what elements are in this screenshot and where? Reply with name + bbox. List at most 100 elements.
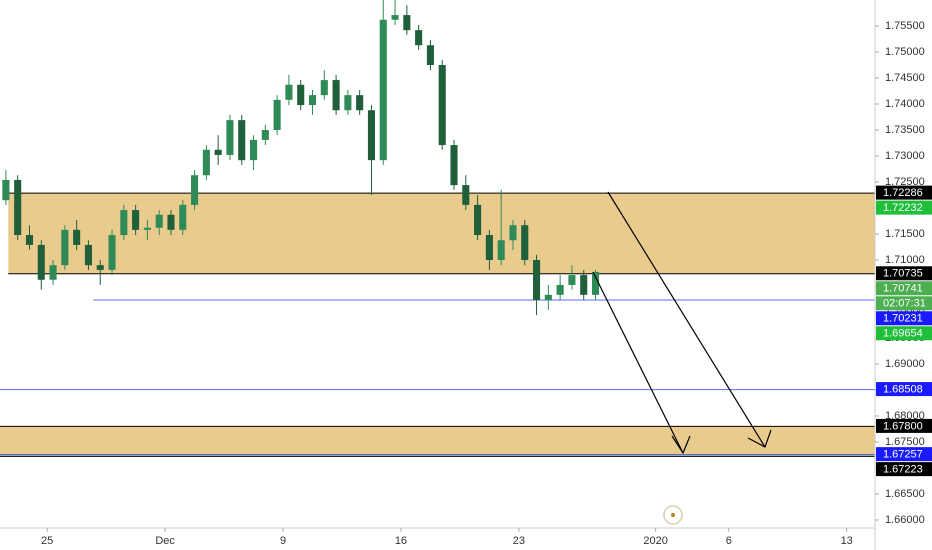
candle-body <box>391 15 399 20</box>
candle-body <box>509 225 517 241</box>
x-tick-label: 13 <box>841 535 853 547</box>
price-label-box <box>876 281 932 296</box>
x-tick-label: 16 <box>395 535 407 547</box>
y-tick-label: 1.75500 <box>885 20 925 32</box>
y-tick-label: 1.67500 <box>885 436 925 448</box>
zone <box>8 193 876 274</box>
y-tick-label: 1.69000 <box>885 358 925 370</box>
price-label-box <box>876 382 932 397</box>
x-tick-label: 25 <box>41 535 53 547</box>
zone <box>0 426 875 457</box>
y-tick-label: 1.72500 <box>885 176 925 188</box>
candle-body <box>167 214 175 230</box>
candle-body <box>356 95 364 111</box>
price-label-box <box>876 447 932 462</box>
candle-body <box>132 210 140 230</box>
price-label: 1.70231 <box>883 313 923 325</box>
candle-body <box>261 129 269 140</box>
candle-body <box>238 120 246 161</box>
y-tick-label: 1.71500 <box>885 228 925 240</box>
candle-body <box>250 139 258 161</box>
candle-body <box>320 80 328 96</box>
arrow-head <box>671 435 691 455</box>
x-tick-label: 23 <box>513 535 525 547</box>
candle-body <box>108 235 116 270</box>
candle-body <box>120 210 128 236</box>
candle-body <box>403 15 411 31</box>
candle-body <box>344 95 352 111</box>
price-label: 1.72232 <box>883 202 923 214</box>
candle-body <box>273 99 281 130</box>
candle-body <box>285 84 293 100</box>
y-tick-label: 1.73500 <box>885 124 925 136</box>
price-label: 1.70735 <box>883 268 923 280</box>
candle-body <box>438 64 446 146</box>
arrow-line <box>592 271 684 454</box>
candle-body <box>2 179 10 201</box>
price-label-box <box>876 185 932 200</box>
candle-body <box>497 240 505 260</box>
arrow-line <box>607 191 766 448</box>
candle-body <box>308 95 317 106</box>
candle-body <box>580 275 588 295</box>
price-label: 1.72286 <box>883 187 923 199</box>
price-label: 1.67257 <box>883 449 923 461</box>
candle-body <box>202 149 210 176</box>
candle-body <box>544 294 552 301</box>
y-tick-label: 1.73000 <box>885 150 925 162</box>
price-label: 1.67800 <box>883 420 923 432</box>
price-label-box <box>876 200 932 215</box>
realtime-dot <box>671 513 675 517</box>
price-label: 1.67223 <box>883 464 923 476</box>
arrow-head <box>747 429 772 448</box>
candle-body <box>143 227 151 230</box>
candle-body <box>568 275 576 285</box>
candle-body <box>297 84 305 106</box>
candle-body <box>73 229 81 245</box>
candle-body <box>379 19 387 161</box>
countdown-label-box <box>876 296 932 311</box>
y-tick-label: 1.75000 <box>885 46 925 58</box>
y-tick-label: 1.66500 <box>885 488 925 500</box>
candle-body <box>37 244 45 280</box>
go-to-realtime[interactable] <box>663 505 683 525</box>
price-label-box <box>876 266 932 281</box>
candle-body <box>591 271 600 295</box>
candle-body <box>556 284 564 295</box>
x-tick-label: 9 <box>280 535 286 547</box>
y-tick-label: 1.66000 <box>885 514 925 526</box>
price-label: 1.70741 <box>883 283 923 295</box>
candle-body <box>191 175 199 205</box>
price-label: 1.69654 <box>883 328 923 340</box>
candle-body <box>179 204 187 230</box>
drawn-arrows <box>592 191 772 455</box>
candle-body <box>415 30 423 46</box>
candle-body <box>474 204 482 236</box>
candle-body <box>96 265 104 270</box>
candle-body <box>49 265 57 280</box>
candle-body <box>462 185 470 205</box>
price-labels: 1.72286 1.72232 1.70735 1.70741 02:07:31 1.70… <box>876 185 932 477</box>
candle-body <box>426 45 434 65</box>
price-label-box <box>876 418 932 433</box>
candle-body <box>485 235 493 260</box>
price-label-box <box>876 311 932 326</box>
candle-body <box>332 80 340 111</box>
candle-body <box>61 229 69 266</box>
candle-body <box>367 110 375 161</box>
x-tick-label: 6 <box>726 535 732 547</box>
candle-body <box>155 214 163 228</box>
candle-body <box>533 259 541 301</box>
countdown-label: 02:07:31 <box>883 298 926 310</box>
price-label-box <box>876 462 932 477</box>
candle-body <box>521 225 529 260</box>
y-tick-label: 1.74000 <box>885 98 925 110</box>
price-label-box <box>876 326 932 341</box>
candle-body <box>84 244 92 266</box>
zones <box>0 193 876 457</box>
candle-body <box>25 235 34 245</box>
candle-body <box>226 120 234 155</box>
candle-body <box>14 179 22 236</box>
y-tick-label: 1.71000 <box>885 254 925 266</box>
